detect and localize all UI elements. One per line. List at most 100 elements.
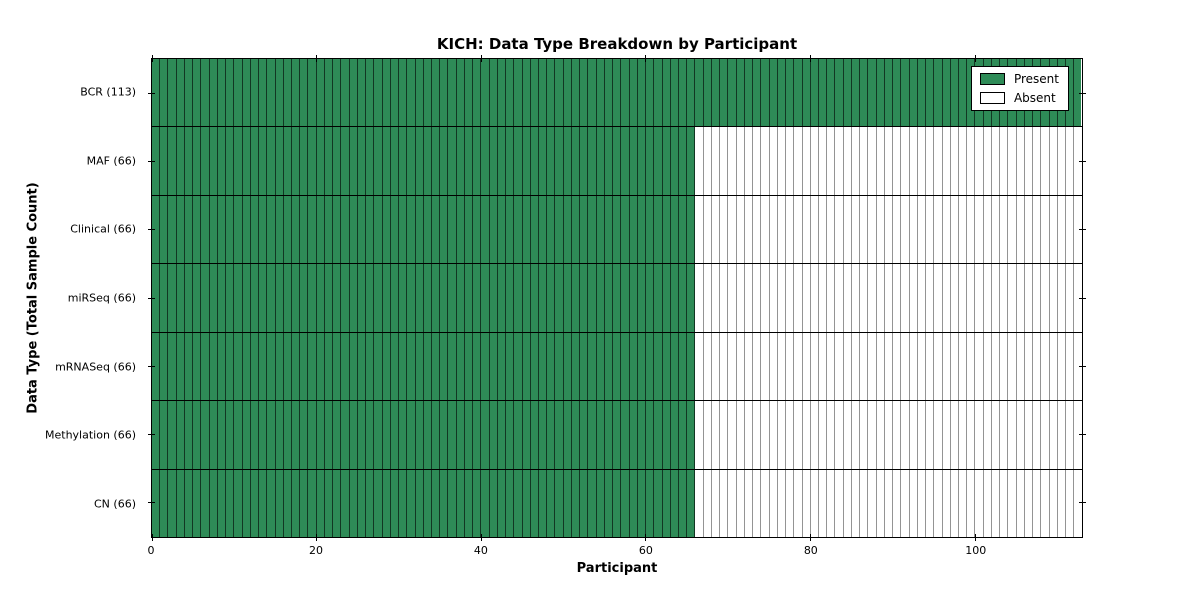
heatmap-cell [349,195,358,264]
heatmap-cell [654,195,663,264]
heatmap-cell [316,59,325,127]
heatmap-cell [967,264,976,332]
heatmap-cell [374,127,383,195]
heatmap-cell [563,264,572,332]
heatmap-cell [473,469,482,537]
heatmap-cell [876,332,885,401]
heatmap-cell [580,264,589,332]
heatmap-cell [464,401,474,469]
heatmap-cell [530,127,540,195]
heatmap-cell [769,127,778,195]
heatmap-cell [539,332,548,401]
heatmap-cell [942,332,951,401]
heatmap-cell [283,195,292,264]
legend-swatch [979,73,1005,85]
heatmap-cell [506,195,515,264]
heatmap-cell [588,127,597,195]
heatmap-cell [1008,332,1017,401]
heatmap-cell [753,264,762,332]
heatmap-cell [316,127,325,195]
heatmap-cell [390,195,400,264]
heatmap-cell [539,195,548,264]
heatmap-cell [670,195,679,264]
heatmap-cell [481,264,490,332]
heatmap-cell [670,264,679,332]
heatmap-cell [1057,469,1067,537]
heatmap-cell [884,469,894,537]
heatmap-cell [827,59,836,127]
y-axis-tick [1079,229,1086,231]
heatmap-cell [382,401,391,469]
heatmap-cell [958,264,968,332]
heatmap-cell [621,59,630,127]
heatmap-cell [876,469,885,537]
heatmap-cell [926,195,935,264]
heatmap-cell [152,59,161,127]
heatmap-cell [744,401,754,469]
heatmap-cell [909,127,918,195]
heatmap-cell [827,401,836,469]
heatmap-cell [431,469,441,537]
heatmap-cell [382,264,391,332]
heatmap-cell [571,469,581,537]
heatmap-cell [234,264,243,332]
heatmap-cell [481,401,490,469]
heatmap-cell [201,195,210,264]
heatmap-cell [942,469,951,537]
heatmap-cell [769,401,778,469]
heatmap-cell [695,401,704,469]
heatmap-cell [226,195,235,264]
heatmap-cell [489,469,498,537]
heatmap-cell [300,264,309,332]
heatmap-cell [152,332,161,401]
heatmap-cell [728,59,737,127]
heatmap-cell [991,127,1001,195]
heatmap-cell [958,401,968,469]
heatmap-cell [958,59,968,127]
heatmap-cell [366,264,375,332]
heatmap-cell [555,401,564,469]
heatmap-cell [851,469,861,537]
y-axis-tick [1079,434,1086,436]
heatmap-cell [934,59,943,127]
heatmap-cell [201,469,210,537]
heatmap-cell [744,332,754,401]
heatmap-cell [1000,127,1009,195]
heatmap-cell [596,195,605,264]
heatmap-cell [407,195,416,264]
heatmap-cell [818,195,828,264]
heatmap-cell [629,127,638,195]
heatmap-cell [456,264,465,332]
heatmap-cell [464,195,474,264]
x-axis-tick [645,55,647,62]
heatmap-cell [357,469,367,537]
heatmap-cell [777,264,787,332]
heatmap-cell [547,264,556,332]
heatmap-cell [893,332,902,401]
x-axis-tick [645,534,647,541]
heatmap-cell [489,401,498,469]
y-axis-tick [148,434,155,436]
heatmap-cell [308,264,317,332]
heatmap-cell [1041,127,1050,195]
heatmap-cell [226,59,235,127]
heatmap-cell [300,195,309,264]
heatmap-row-maf [152,127,1082,196]
heatmap-cell [942,127,951,195]
heatmap-cell [695,264,704,332]
heatmap-cell [901,195,910,264]
heatmap-cell [291,127,301,195]
heatmap-cell [629,264,638,332]
heatmap-cell [407,332,416,401]
heatmap-cell [250,264,260,332]
heatmap-cell [851,401,861,469]
heatmap-cell [209,469,218,537]
heatmap-cell [440,332,449,401]
heatmap-cell [670,332,679,401]
heatmap-cell [291,469,301,537]
heatmap-cell [1074,59,1082,127]
heatmap-cell [571,195,581,264]
chart-title: KICH: Data Type Breakdown by Participant [436,35,798,53]
heatmap-cell [1024,264,1034,332]
heatmap-row-bcr [152,59,1082,128]
